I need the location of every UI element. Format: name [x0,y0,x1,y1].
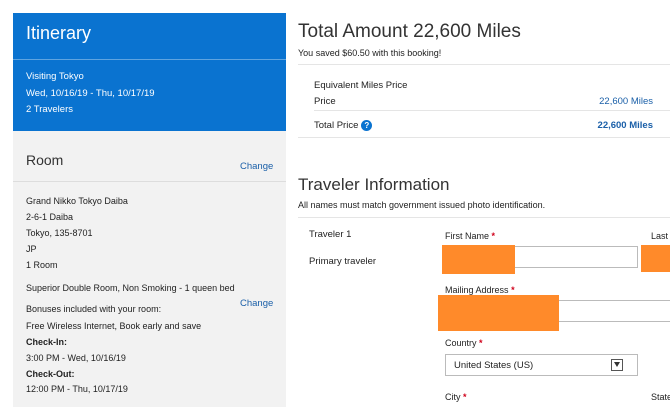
itinerary-panel: Itinerary Visiting Tokyo Wed, 10/16/19 -… [13,13,286,407]
traveler-number: Traveler 1 [309,229,352,240]
itinerary-title: Itinerary [26,23,92,43]
state-label: State [651,392,670,402]
total-price-row: Total Price? [314,120,373,132]
hotel-name: Grand Nikko Tokyo Daiba [26,196,128,206]
first-name-label-text: First Name [445,231,490,241]
country-label-text: Country [445,338,477,348]
checkin-label: Check-In: [26,337,68,347]
stay-dates: Wed, 10/16/19 - Thu, 10/17/19 [26,88,155,99]
total-amount-title: Total Amount 22,600 Miles [298,21,521,42]
redacted-first-name [442,245,515,274]
hotel-country: JP [26,244,37,254]
equivalent-miles-label: Equivalent Miles Price [314,80,408,91]
total-price-value: 22,600 Miles [597,120,653,131]
visiting-text: Visiting Tokyo [26,71,84,82]
city-label: City * [445,392,467,402]
room-title: Room [26,152,64,168]
redacted-mailing-address [438,295,559,331]
bonuses-label: Bonuses included with your room: [26,304,162,314]
divider [298,217,670,218]
total-price-label: Total Price [314,120,359,132]
country-select[interactable]: United States (US) [445,354,638,376]
savings-text: You saved $60.50 with this booking! [298,48,442,58]
required-marker: * [491,231,496,241]
room-type-change-link[interactable]: Change [240,298,274,309]
city-label-text: City [445,392,461,402]
divider [314,110,670,111]
required-marker: * [511,285,515,295]
traveler-role: Primary traveler [309,256,377,267]
country-label: Country * [445,338,483,348]
room-type: Superior Double Room, Non Smoking - 1 qu… [26,283,235,293]
required-marker: * [463,392,467,402]
checkout-value: 12:00 PM - Thu, 10/17/19 [26,384,128,394]
redacted-last-name [641,245,670,272]
checkin-value: 3:00 PM - Wed, 10/16/19 [26,353,126,363]
chevron-down-icon[interactable] [611,359,623,371]
traveler-info-title: Traveler Information [298,175,450,194]
country-select-value: United States (US) [454,360,534,371]
room-change-link[interactable]: Change [240,161,274,172]
hotel-address-line1: 2-6-1 Daiba [26,212,74,222]
price-summary: Equivalent Miles Price Price 22,600 Mile… [298,64,670,138]
first-name-label: First Name * [445,231,495,241]
last-name-label: Last [651,231,669,241]
bonuses-list: Free Wireless Internet, Book early and s… [26,321,202,331]
traveler-info-note: All names must match government issued p… [298,200,546,210]
price-label: Price [314,96,336,107]
required-marker: * [479,338,483,348]
itinerary-header: Itinerary Visiting Tokyo Wed, 10/16/19 -… [13,13,286,131]
divider [13,59,286,60]
checkout-label: Check-Out: [26,369,75,379]
hotel-address-line2: Tokyo, 135-8701 [26,228,93,238]
divider [13,181,286,182]
mailing-address-label-text: Mailing Address [445,285,509,295]
traveler-count: 2 Travelers [26,104,73,115]
info-icon[interactable]: ? [361,120,373,131]
mailing-address-label: Mailing Address * [445,285,515,295]
price-value: 22,600 Miles [599,96,653,107]
room-count: 1 Room [26,260,58,270]
